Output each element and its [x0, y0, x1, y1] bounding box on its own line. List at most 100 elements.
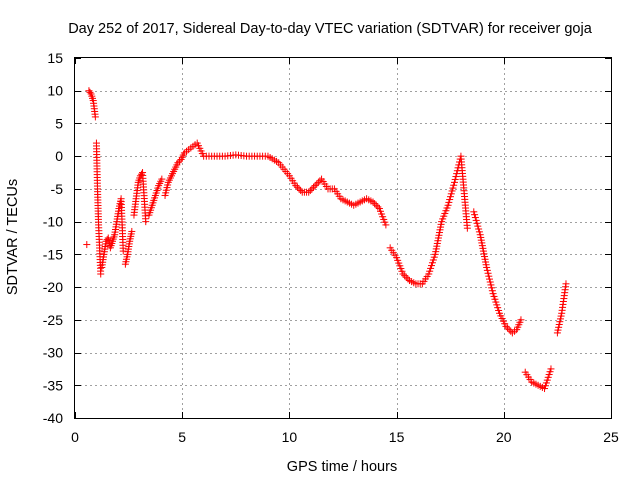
- data-point-dense: [198, 150, 206, 158]
- data-point-dense: [166, 174, 174, 182]
- data-point-dense: [147, 204, 155, 212]
- data-point-dense: [182, 147, 190, 155]
- data-point-dense: [484, 269, 492, 277]
- data-point-dense: [341, 197, 349, 205]
- y-tick-label: -15: [43, 246, 63, 262]
- data-point-dense: [308, 185, 316, 193]
- data-point-dense: [261, 152, 269, 160]
- data-point-dense: [151, 194, 159, 202]
- y-tick-label: 0: [55, 148, 63, 164]
- data-point-dense: [132, 197, 140, 205]
- data-point-dense: [452, 173, 460, 181]
- data-point-dense: [475, 225, 483, 233]
- data-point-dense: [381, 218, 389, 226]
- data-points: [83, 87, 570, 393]
- data-point-dense: [557, 312, 565, 320]
- x-axis-label: GPS time / hours: [287, 459, 397, 475]
- data-point-dense: [446, 193, 454, 201]
- data-point-dense: [303, 188, 311, 196]
- data-point-dense: [108, 239, 116, 247]
- data-point-dense: [295, 185, 303, 193]
- data-point-dense: [485, 272, 493, 280]
- data-point-dense: [488, 284, 496, 292]
- data-point-dense: [471, 214, 479, 222]
- data-point-dense: [472, 216, 480, 224]
- data-point-dense: [448, 187, 456, 195]
- data-point-dense: [125, 240, 133, 248]
- data-point-dense: [511, 327, 519, 335]
- y-tick-label: -25: [43, 312, 63, 328]
- data-point-dense: [398, 267, 406, 275]
- data-point-dense: [538, 383, 546, 391]
- data-point-dense: [446, 196, 454, 204]
- data-point-dense: [416, 280, 424, 288]
- data-point-dense: [526, 376, 534, 384]
- data-point-dense: [179, 151, 187, 159]
- data-point-dense: [137, 170, 145, 178]
- data-point-dense: [112, 220, 120, 228]
- data-point-dense: [410, 279, 418, 287]
- y-tick-label: -20: [43, 279, 63, 295]
- x-tick-label: 25: [603, 429, 619, 445]
- data-point-dense: [284, 170, 292, 178]
- data-point-dense: [473, 219, 481, 227]
- axis-ticks: 0 5 10 15 20 25 15 10 5 0 -5 -10 -15 -20 -25 -30 -35 -40: [43, 50, 619, 445]
- plot-frame: [74, 57, 612, 419]
- data-point-dense: [374, 203, 382, 211]
- x-tick-label: 20: [496, 429, 512, 445]
- data-point-dense: [532, 380, 540, 388]
- data-point-dense: [486, 278, 494, 286]
- y-tick-label: 15: [47, 50, 63, 66]
- data-point-dense: [516, 318, 524, 326]
- data-point-dense: [157, 177, 165, 185]
- data-point-dense: [443, 204, 451, 212]
- data-point-dense: [306, 187, 314, 195]
- data-point-dense: [391, 251, 399, 259]
- data-point-dense: [487, 281, 495, 289]
- data-point-dense: [316, 177, 324, 185]
- data-point-dense: [313, 180, 321, 188]
- data-point-dense: [154, 184, 162, 192]
- y-tick-label: -10: [43, 214, 63, 230]
- x-tick-label: 15: [389, 429, 405, 445]
- data-point-dense: [322, 182, 330, 190]
- data-point-dense: [310, 183, 318, 191]
- chart-title: Day 252 of 2017, Sidereal Day-to-day VTE…: [68, 21, 593, 37]
- data-point-dense: [463, 221, 471, 229]
- data-point-dense: [546, 368, 554, 376]
- data-point-dense: [402, 273, 410, 281]
- data-point-dense: [176, 157, 184, 165]
- data-point-dense: [110, 233, 118, 241]
- x-tick-label: 10: [282, 429, 298, 445]
- grid-lines: [75, 58, 611, 418]
- data-point: [83, 241, 91, 249]
- data-point-dense: [451, 175, 459, 183]
- data-point-dense: [335, 192, 343, 200]
- data-point-dense: [495, 306, 503, 314]
- data-point-dense: [170, 167, 178, 175]
- data-point-dense: [449, 184, 457, 192]
- data-point-dense: [475, 228, 483, 236]
- data-point-dense: [123, 253, 131, 261]
- data-point-dense: [100, 253, 108, 261]
- data-point-dense: [471, 211, 479, 219]
- y-tick-label: -30: [43, 345, 63, 361]
- data-point-dense: [505, 326, 513, 334]
- data-point-dense: [482, 261, 490, 269]
- data-point-dense: [187, 144, 195, 152]
- data-point-dense: [450, 181, 458, 189]
- data-point-dense: [488, 287, 496, 295]
- data-point-dense: [447, 190, 455, 198]
- data-point-dense: [89, 94, 97, 102]
- y-tick-label: -40: [43, 410, 63, 426]
- data-point-dense: [354, 199, 362, 207]
- data-point-dense: [314, 178, 322, 186]
- data-point-dense: [191, 141, 199, 149]
- data-point: [470, 208, 478, 216]
- data-point-dense: [404, 275, 412, 283]
- data-point-dense: [367, 197, 375, 205]
- data-point-dense: [273, 157, 281, 165]
- data-point-dense: [371, 200, 379, 208]
